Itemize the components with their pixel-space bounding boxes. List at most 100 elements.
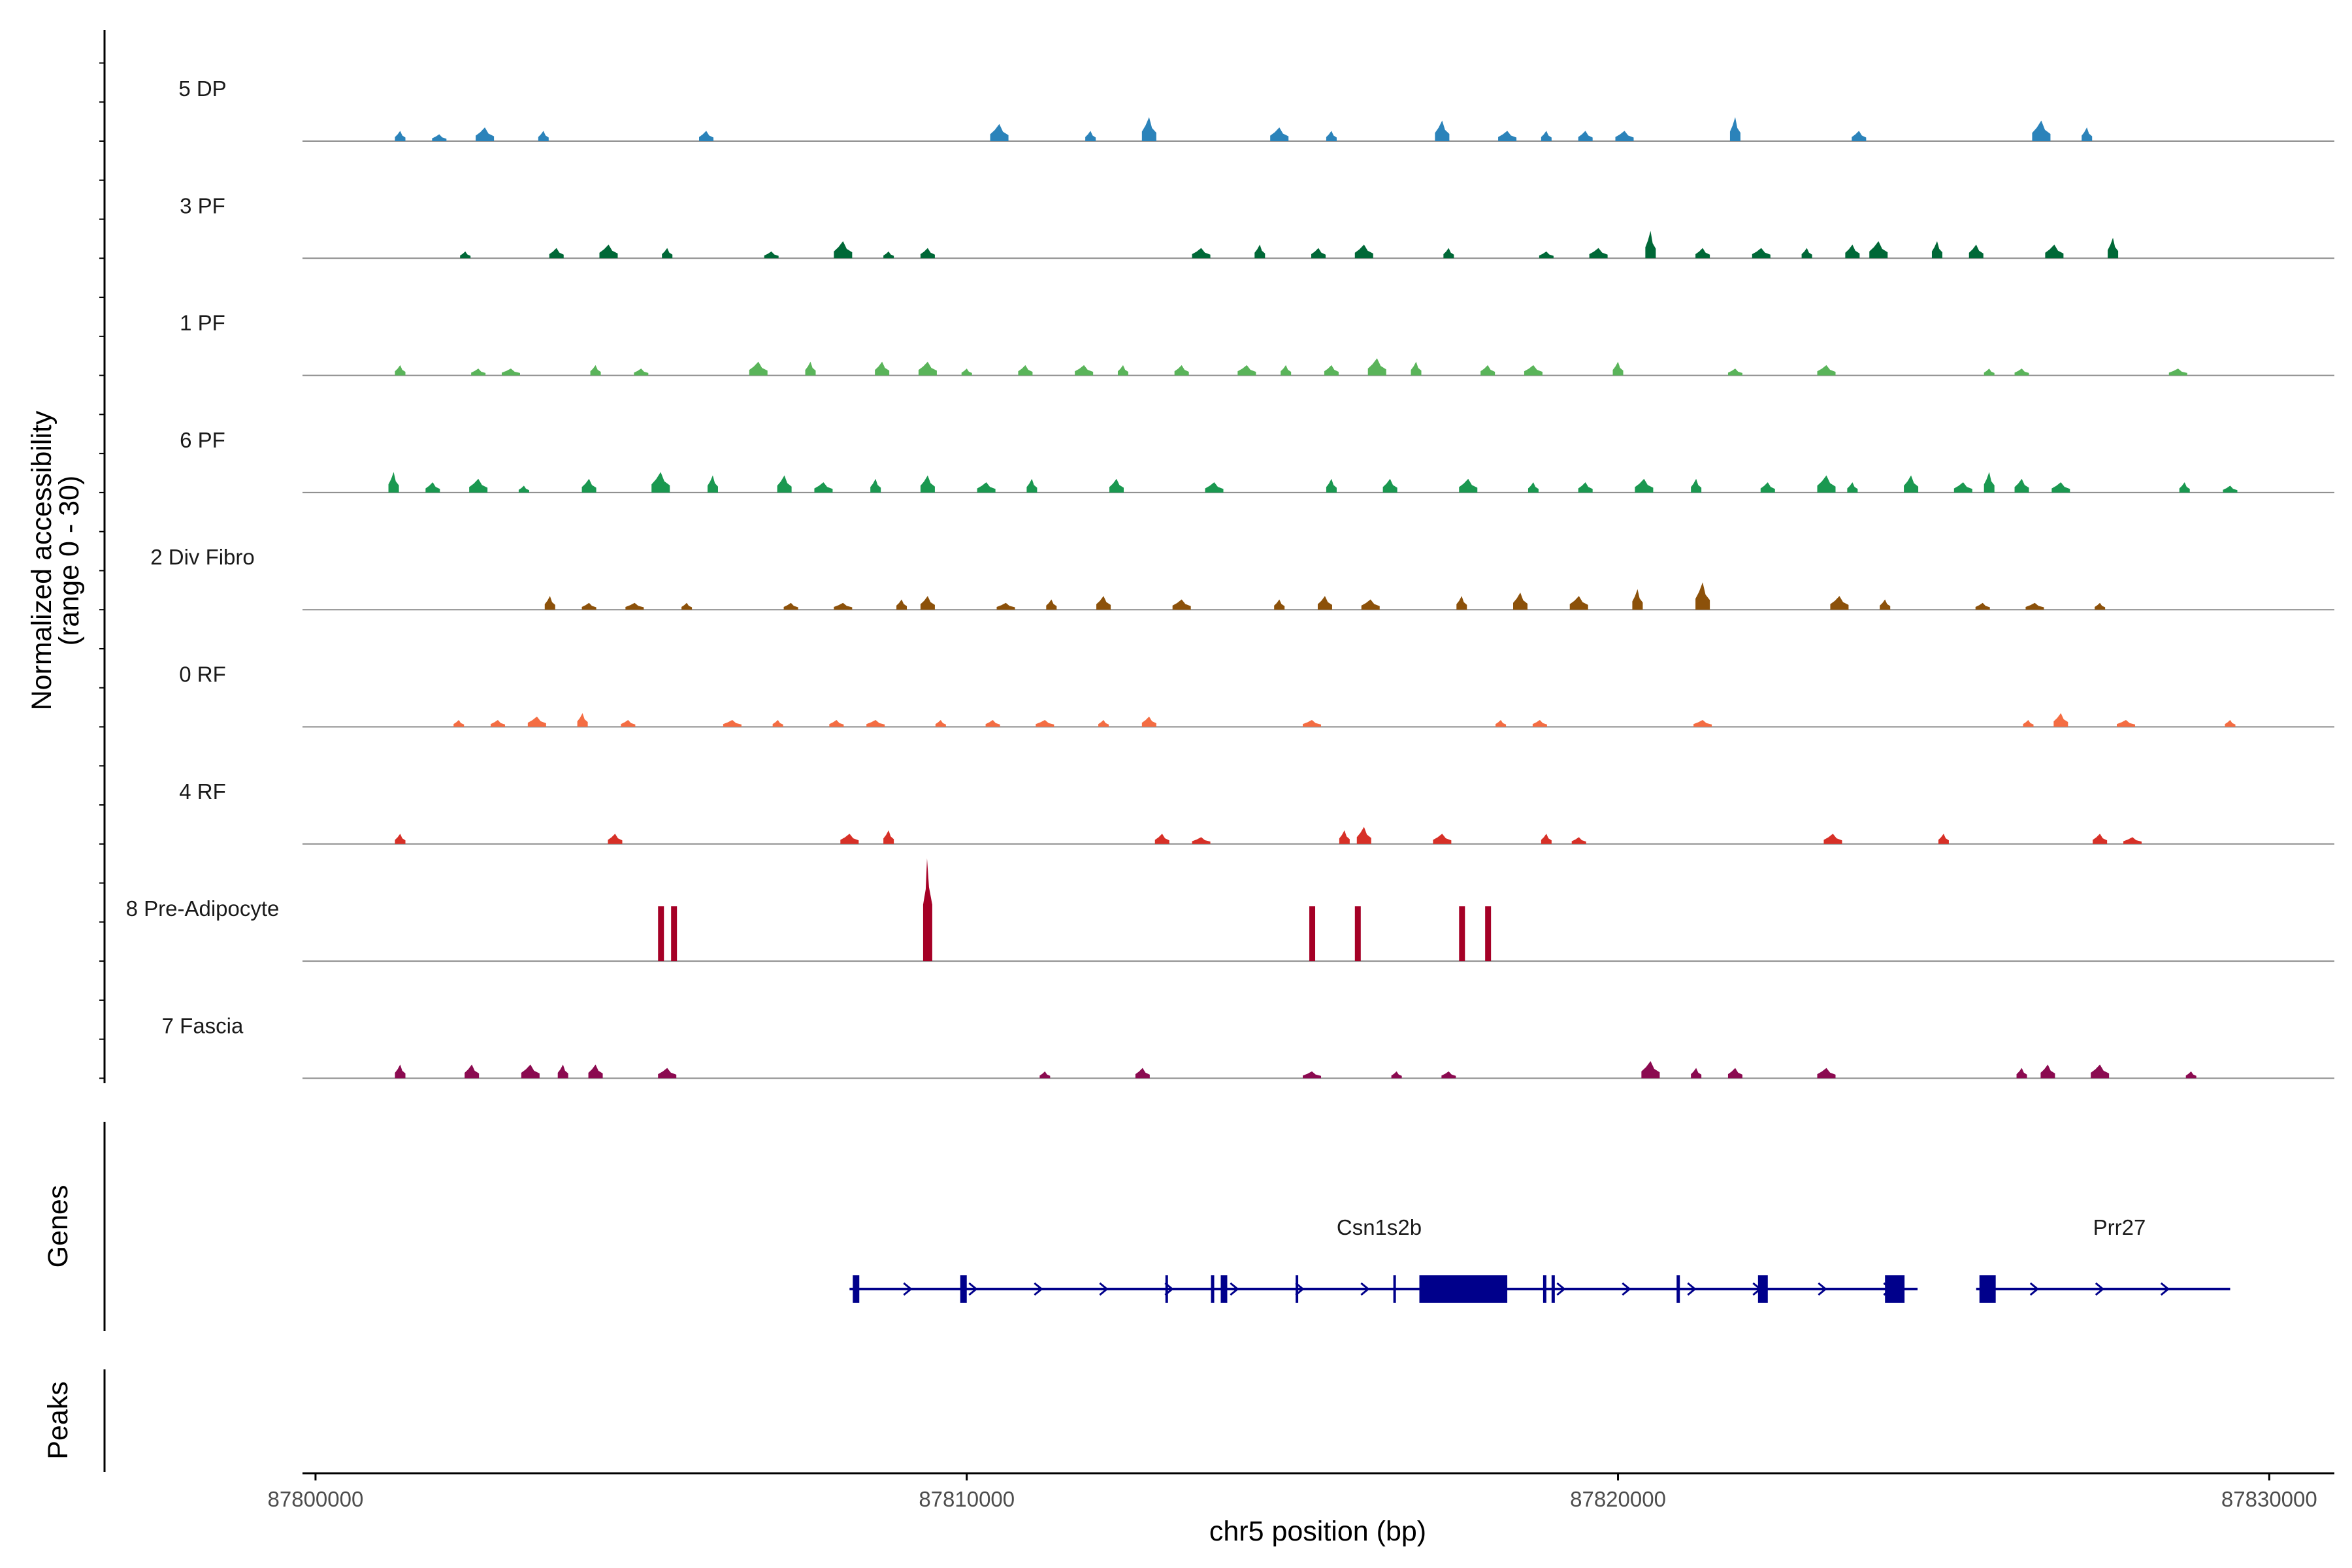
coverage-peak (764, 251, 779, 259)
coverage-peak (990, 123, 1009, 141)
coverage-peak (1205, 482, 1224, 493)
coverage-peak (2040, 1064, 2055, 1079)
coverage-peak (777, 475, 792, 493)
gene-exon (960, 1275, 967, 1303)
track-0-rf: 0 RF (179, 662, 2334, 728)
coverage-peak (501, 368, 520, 376)
coverage-peak (388, 472, 399, 493)
y-axis-title: Normalized accessibility (26, 410, 57, 710)
coverage-peak (1645, 231, 1656, 259)
gene-exon (1757, 1275, 1768, 1303)
coverage-peak (588, 1064, 603, 1079)
coverage-peak (1274, 599, 1285, 610)
coverage-peak (707, 475, 718, 493)
coverage-peak (1632, 589, 1643, 610)
coverage-peak (621, 720, 636, 727)
coverage-peak (1571, 837, 1586, 844)
coverage-peak (834, 241, 853, 259)
coverage-peak (935, 720, 946, 727)
track-6-pf: 6 PF (180, 428, 2334, 493)
coverage-peak (2108, 237, 2119, 259)
strand-arrow (1034, 1282, 1043, 1296)
coverage-peak (1435, 120, 1450, 141)
coverage-peak (1026, 478, 1037, 493)
coverage-peak (432, 134, 447, 141)
coverage-peak (1869, 241, 1888, 259)
coverage-peak (1303, 1071, 1322, 1079)
coverage-peak (1695, 582, 1710, 610)
coverage-peak (651, 472, 670, 493)
coverage-peak (1192, 248, 1211, 259)
coverage-peak (395, 131, 406, 141)
coverage-peak (1309, 906, 1316, 962)
strand-arrow (968, 1282, 978, 1296)
track-5-dp: 5 DP (178, 76, 2334, 142)
coverage-peak (1075, 365, 1094, 376)
coverage-peak (1578, 482, 1593, 493)
coverage-peak (662, 248, 673, 259)
coverage-peak (395, 365, 406, 376)
coverage-peak (1109, 478, 1124, 493)
coverage-peak (1541, 834, 1552, 844)
track-label: 3 PF (180, 193, 225, 218)
coverage-peak (834, 602, 853, 610)
coverage-peak (2014, 368, 2029, 376)
coverage-peak (2179, 482, 2190, 493)
coverage-peak (883, 251, 894, 259)
coverage-peak (599, 244, 618, 259)
coverage-peak (460, 251, 471, 259)
coverage-peak (920, 248, 935, 259)
coverage-peak (1880, 599, 1891, 610)
coverage-peak (625, 602, 644, 610)
track-3-pf: 3 PF (180, 193, 2334, 259)
coverage-peak (634, 368, 649, 376)
coverage-peak (1141, 716, 1156, 727)
coverage-peak (1361, 599, 1380, 610)
coverage-peak (1695, 248, 1710, 259)
coverage-peak (920, 475, 935, 493)
coverage-peak (1852, 131, 1867, 141)
coverage-peak (2082, 127, 2093, 141)
coverage-peak (518, 485, 529, 493)
track-4-rf: 4 RF (179, 779, 2334, 845)
coverage-peak (671, 906, 678, 962)
coverage-peak (1539, 251, 1554, 259)
coverage-peak (866, 720, 885, 727)
coverage-peak (1303, 720, 1322, 727)
gene-csn1s2b: Csn1s2b (849, 1215, 1918, 1303)
coverage-peak (2025, 602, 2044, 610)
coverage-peak (590, 365, 601, 376)
coverage-peak (1693, 720, 1712, 727)
strand-arrow (1622, 1282, 1631, 1296)
coverage-peak (1254, 244, 1266, 259)
coverage-peak (658, 906, 664, 962)
coverage-peak (723, 720, 742, 727)
coverage-peak (2185, 1071, 2197, 1079)
coverage-peak (465, 1064, 480, 1079)
strand-arrow (1556, 1282, 1566, 1296)
coverage-peak (1904, 475, 1919, 493)
coverage-peak (2091, 1064, 2110, 1079)
strand-arrow (2160, 1282, 2170, 1296)
strand-arrow (903, 1282, 913, 1296)
gene-exon (1885, 1275, 1905, 1303)
coverage-peak (1085, 131, 1096, 141)
coverage-peak (1443, 248, 1454, 259)
coverage-peak (1354, 906, 1361, 962)
coverage-peak (1441, 1071, 1456, 1079)
genes-track-label: Genes (42, 1185, 74, 1268)
x-tick-label: 87820000 (1570, 1487, 1666, 1511)
coverage-peak (2016, 1068, 2027, 1079)
coverage-peak (1984, 472, 1995, 493)
coverage-peak (1174, 365, 1189, 376)
coverage-peak (1356, 826, 1371, 844)
gene-exon (1165, 1275, 1168, 1303)
track-label: 5 DP (178, 76, 226, 101)
coverage-peak (1459, 478, 1478, 493)
strand-arrow (2095, 1282, 2105, 1296)
gene-prr27: Prr27 (1976, 1215, 2230, 1303)
coverage-peak (1411, 361, 1422, 376)
gene-annotations: Csn1s2b Prr27 (849, 1215, 2230, 1303)
coverage-peak (1968, 244, 1984, 259)
coverage-peak (1931, 241, 1942, 259)
